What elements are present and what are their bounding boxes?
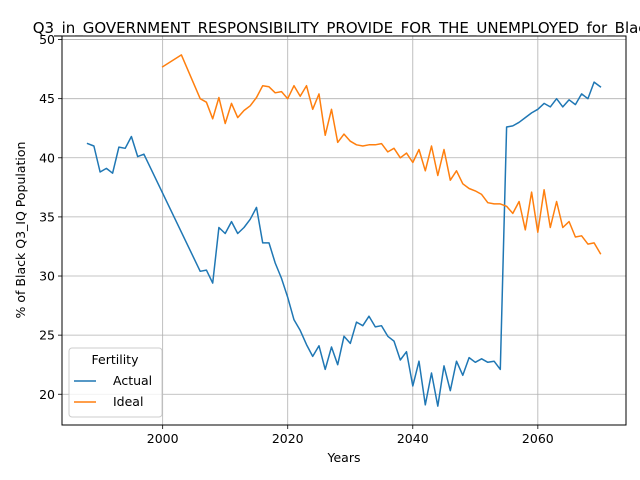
x-tick-label: 2060: [522, 431, 554, 446]
x-axis-ticks: 2000 2020 2040 2060: [147, 425, 554, 446]
legend: Fertility Actual Ideal: [68, 347, 163, 418]
y-tick-label: 25: [39, 328, 55, 343]
x-axis-label: Years: [327, 450, 361, 465]
y-tick-label: 50: [39, 32, 55, 47]
legend-title: Fertility: [92, 352, 140, 367]
x-tick-label: 2020: [272, 431, 304, 446]
plot-frame: [61, 35, 627, 426]
chart-title: Q3_in_GOVERNMENT_RESPONSIBILITY_PROVIDE_…: [33, 19, 640, 38]
series-line-ideal: [161, 54, 602, 255]
y-axis-label: % of Black Q3_IQ Population: [13, 142, 28, 319]
y-tick-label: 45: [39, 91, 55, 106]
y-tick-label: 20: [39, 387, 55, 402]
legend-label-actual: Actual: [113, 373, 152, 388]
series-layer: [86, 54, 602, 407]
y-tick-label: 40: [39, 150, 55, 165]
x-tick-label: 2040: [397, 431, 429, 446]
y-axis-ticks: 20 25 30 35 40 45 50: [39, 32, 62, 402]
legend-box: [68, 347, 163, 418]
y-tick-label: 35: [39, 209, 55, 224]
y-tick-label: 30: [39, 269, 55, 284]
legend-label-ideal: Ideal: [113, 394, 143, 409]
series-line-actual: [86, 81, 602, 407]
grid-lines: [62, 36, 626, 425]
x-tick-label: 2000: [147, 431, 179, 446]
